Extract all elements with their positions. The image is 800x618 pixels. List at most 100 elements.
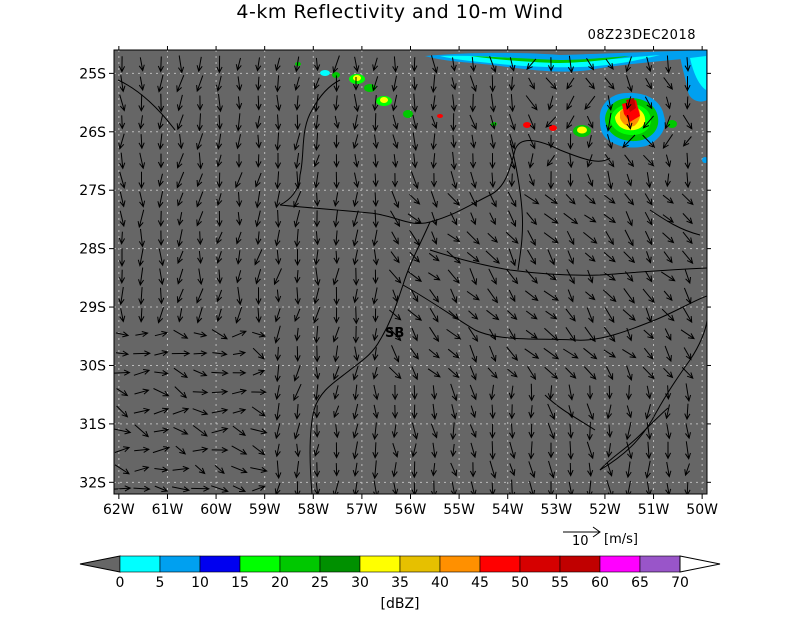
- wind-arrow: [352, 481, 359, 494]
- wind-arrow: [211, 446, 229, 454]
- wind-arrow: [138, 171, 145, 190]
- wind-arrow: [119, 308, 126, 323]
- wind-arrow: [682, 136, 692, 147]
- wind-arrow: [133, 407, 151, 414]
- colorbar-tick-label: 40: [431, 575, 449, 591]
- wind-arrow: [333, 192, 340, 208]
- wind-arrow: [508, 385, 515, 400]
- wind-arrow: [313, 462, 321, 478]
- wind-arrow: [353, 94, 360, 113]
- wind-arrow: [154, 350, 169, 357]
- wind-arrow: [605, 230, 614, 246]
- colorbar-tick-label: 65: [631, 575, 649, 591]
- wind-arrow: [567, 441, 574, 460]
- wind-arrow: [428, 349, 440, 359]
- wind-arrow: [489, 134, 496, 150]
- wind-arrow: [430, 423, 438, 439]
- wind-arrow: [411, 461, 418, 479]
- wind-arrow: [451, 404, 457, 420]
- wind-arrow: [606, 404, 613, 420]
- wind-arrow: [586, 441, 594, 460]
- colorbar-tick-label: 20: [271, 575, 289, 591]
- wind-arrow: [154, 330, 169, 337]
- wind-arrow: [431, 115, 438, 129]
- wind-arrow: [275, 209, 282, 228]
- lat-tick-label: 28S: [79, 242, 106, 258]
- wind-arrow: [626, 173, 633, 187]
- colorbar-tick-label: 5: [156, 575, 165, 591]
- wind-arrow: [662, 194, 674, 204]
- wind-arrow: [153, 427, 170, 434]
- wind-arrow: [333, 250, 340, 265]
- wind-arrow: [196, 173, 203, 188]
- wind-arrow: [193, 369, 208, 377]
- lat-tick-label: 25S: [79, 66, 106, 82]
- wind-arrow: [352, 210, 359, 228]
- wind-arrow: [587, 269, 594, 284]
- wind-arrow: [138, 267, 145, 287]
- wind-arrow: [293, 364, 301, 382]
- lon-tick-label: 50W: [686, 502, 718, 518]
- wind-arrow: [625, 96, 632, 110]
- wind-arrow: [353, 154, 360, 168]
- wind-arrow: [139, 191, 146, 208]
- wind-arrow: [607, 170, 614, 190]
- wind-arrow: [118, 231, 126, 245]
- colorbar-swatch: [199, 555, 241, 573]
- wind-arrow: [470, 405, 477, 419]
- wind-arrow: [192, 425, 208, 437]
- wind-arrow: [506, 368, 518, 378]
- wind-arrow: [489, 404, 496, 420]
- wind-arrow: [565, 327, 576, 343]
- wind-arrow: [450, 94, 457, 112]
- wind-arrow: [505, 231, 519, 244]
- wind-arrow: [274, 75, 281, 93]
- wind-arrow: [525, 329, 538, 339]
- wind-arrow: [528, 405, 535, 419]
- wind-arrow: [119, 152, 126, 170]
- wind-arrow: [429, 289, 440, 303]
- wind-arrow: [193, 331, 208, 338]
- wind-arrow: [372, 249, 379, 266]
- wind-arrow: [450, 288, 458, 304]
- wind-arrow: [333, 154, 340, 168]
- wind-arrow: [216, 55, 223, 74]
- colorbar-swatch: [119, 555, 161, 573]
- wind-arrow: [470, 481, 477, 494]
- wind-arrow: [525, 95, 538, 111]
- wind-arrow: [118, 248, 126, 267]
- wind-arrow: [293, 190, 302, 209]
- wind-arrow: [192, 446, 209, 453]
- colorbar-swatch: [399, 555, 441, 573]
- wind-arrow: [508, 76, 515, 92]
- wind-arrow: [409, 251, 421, 263]
- wind-arrow: [411, 57, 418, 72]
- wind-arrow: [294, 346, 301, 362]
- wind-arrow: [372, 308, 379, 323]
- wind-arrow: [448, 310, 460, 321]
- wind-arrow: [176, 229, 183, 248]
- wind-arrow: [431, 231, 438, 245]
- wind-arrow: [232, 425, 247, 436]
- wind-arrow: [645, 307, 653, 323]
- wind-arrow: [388, 269, 402, 284]
- wind-arrow: [547, 385, 554, 401]
- wind-arrow: [176, 171, 185, 189]
- wind-arrow: [509, 441, 516, 460]
- wind-arrow: [485, 250, 500, 264]
- wind-arrow: [604, 154, 615, 168]
- wind-arrow: [138, 308, 145, 323]
- wind-arrow: [118, 286, 125, 306]
- wind-arrow: [254, 210, 261, 228]
- wind-arrow: [567, 405, 574, 419]
- wind-arrow: [665, 461, 672, 478]
- wind-arrow: [274, 190, 281, 209]
- wind-arrow: [250, 467, 268, 473]
- wind-arrow: [565, 367, 577, 379]
- valid-time-label: 08Z23DEC2018: [587, 28, 696, 43]
- wind-arrow: [216, 172, 223, 189]
- lon-tick-label: 59W: [249, 502, 281, 518]
- wind-arrow: [469, 365, 477, 381]
- wind-arrow: [545, 77, 557, 90]
- wind-arrow: [333, 75, 340, 93]
